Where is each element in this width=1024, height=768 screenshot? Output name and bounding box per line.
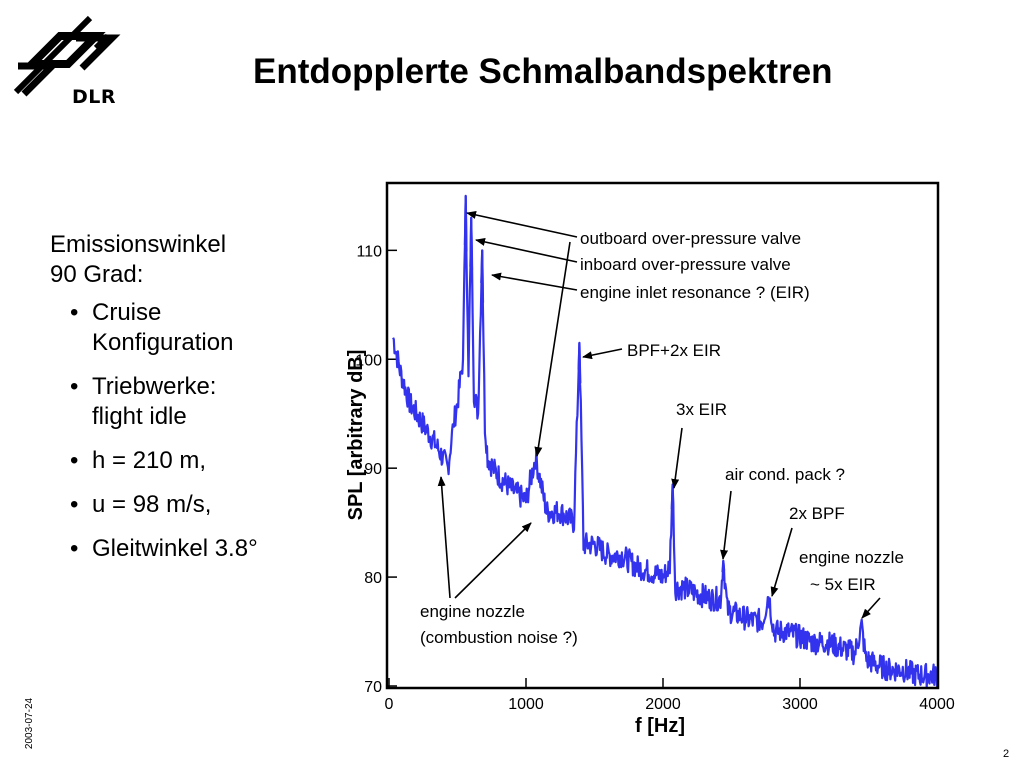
bullet-line-2: flight idle — [92, 403, 187, 430]
y-tick-label: 80 — [364, 570, 382, 587]
bullet-list: Cruise Konfiguration Triebwerke: flight … — [50, 298, 300, 564]
bullet-item: Triebwerke: flight idle — [50, 372, 300, 432]
sidebar-heading: Emissionswinkel 90 Grad: — [50, 230, 300, 290]
arrow-bpf-2x-eir — [582, 348, 623, 360]
annotation-nozzle-combustion: engine nozzle — [420, 602, 525, 621]
annotation-3x-eir: 3x EIR — [676, 400, 727, 419]
x-tick-label: 4000 — [919, 696, 955, 713]
annotation-eir: engine inlet resonance ? (EIR) — [580, 283, 810, 302]
spectrum-peak — [469, 217, 474, 271]
spectrum-peak — [480, 250, 485, 303]
plot-frame — [385, 181, 940, 690]
annotation-inboard-valve: inboard over-pressure valve — [580, 255, 791, 274]
annotation-layer: outboard over-pressure valve inboard ove… — [420, 229, 904, 647]
page-number: 2 — [1003, 748, 1010, 760]
spectrum-line — [392, 194, 939, 689]
annotation-air-cond: air cond. pack ? — [725, 465, 845, 484]
annotation-outboard-valve: outboard over-pressure valve — [580, 229, 801, 248]
arrow-3x-eir — [671, 427, 683, 489]
bullet-line-1: Gleitwinkel 3.8° — [92, 535, 258, 562]
heading-line-1: Emissionswinkel — [50, 231, 227, 258]
page-title: Entdopplerte Schmalbandspektren — [253, 52, 833, 91]
annotation-nozzle-5x: engine nozzle — [799, 548, 904, 567]
spectrum-peak — [463, 195, 468, 252]
arrow-nozzle-5x — [861, 597, 881, 619]
arrow-outboard — [466, 211, 578, 238]
bullet-line-1: Cruise — [92, 299, 162, 326]
annotation-arrows — [437, 211, 881, 619]
bullet-item: Gleitwinkel 3.8° — [50, 534, 300, 564]
arrow-nozzle-left — [437, 476, 451, 599]
x-tick-label: 1000 — [508, 696, 544, 713]
logo-text: DLR — [72, 86, 117, 108]
y-tick-label: 100 — [355, 352, 382, 369]
sidebar-text: Emissionswinkel 90 Grad: Cruise Konfigur… — [50, 230, 300, 578]
annotation-nozzle-combustion-sub: (combustion noise ?) — [420, 628, 578, 647]
annotation-2x-bpf: 2x BPF — [789, 504, 845, 523]
annotation-bpf-2x-eir: BPF+2x EIR — [627, 341, 721, 360]
y-tick-label: 70 — [364, 679, 382, 696]
x-tick-label: 2000 — [645, 696, 681, 713]
bullet-item: Cruise Konfiguration — [50, 298, 300, 358]
bullet-line-2: Konfiguration — [92, 329, 234, 356]
y-tick-label: 90 — [364, 461, 382, 478]
heading-line-2: 90 Grad: — [50, 261, 144, 288]
bullet-line-1: h = 210 m, — [92, 447, 207, 474]
spectrum-peak — [721, 560, 726, 573]
x-tick-label: 0 — [385, 696, 394, 713]
y-axis-label: SPL [arbitrary dB] — [345, 350, 367, 521]
x-tick-label: 3000 — [782, 696, 818, 713]
bullet-line-1: Triebwerke: — [92, 373, 217, 400]
arrow-nozzle-right — [454, 522, 532, 599]
dlr-logo-icon — [13, 15, 121, 97]
x-axis-label: f [Hz] — [635, 715, 685, 737]
y-tick-label: 110 — [356, 243, 382, 260]
bullet-line-1: u = 98 m/s, — [92, 491, 212, 518]
bullet-item: u = 98 m/s, — [50, 490, 300, 520]
spectrum-peak — [577, 342, 582, 384]
arrow-air-cond — [720, 490, 732, 560]
bullet-item: h = 210 m, — [50, 446, 300, 476]
arrow-inboard — [475, 238, 578, 263]
arrow-2x-bpf — [770, 527, 793, 597]
annotation-nozzle-5x-sub: ~ 5x EIR — [810, 575, 876, 594]
arrow-eir-low — [534, 241, 571, 457]
